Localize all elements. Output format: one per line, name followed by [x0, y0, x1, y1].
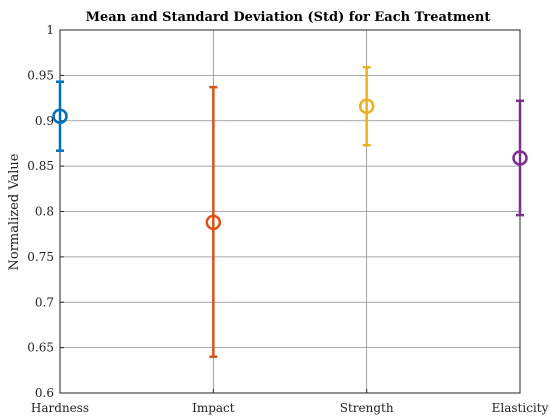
- y-tick-label: 0.8: [35, 205, 54, 219]
- x-axis-ticks: Hardness Impact Strength Elasticity: [31, 389, 549, 415]
- y-tick-label: 0.95: [27, 68, 54, 82]
- grid-lines: [60, 30, 520, 393]
- errorbar-elasticity: [512, 99, 528, 217]
- errorbar-impact: [205, 85, 222, 358]
- error-bars: [52, 65, 528, 358]
- x-tick-label: Hardness: [31, 401, 89, 415]
- y-axis-label: Normalized Value: [7, 153, 22, 270]
- y-tick-label: 1: [46, 23, 54, 37]
- y-tick-label: 0.7: [35, 295, 54, 309]
- y-tick-label: 0.85: [27, 159, 54, 173]
- x-tick-label: Impact: [192, 401, 235, 415]
- y-tick-label: 0.6: [35, 386, 54, 400]
- y-tick-label: 0.65: [27, 341, 54, 355]
- mean-marker: [512, 150, 528, 166]
- y-tick-label: 0.75: [27, 250, 54, 264]
- mean-marker: [358, 98, 375, 114]
- mean-marker: [205, 214, 222, 231]
- x-tick-label: Strength: [340, 401, 394, 415]
- errorbar-strength: [358, 65, 375, 147]
- errorbar-hardness: [52, 80, 68, 152]
- mean-marker: [52, 108, 68, 124]
- y-axis-ticks: 0.6 0.65 0.7 0.75 0.8 0.85 0.9 0.95 1: [27, 23, 64, 400]
- y-tick-label: 0.9: [35, 114, 54, 128]
- x-tick-label: Elasticity: [492, 401, 549, 415]
- chart-title: Mean and Standard Deviation (Std) for Ea…: [86, 10, 491, 25]
